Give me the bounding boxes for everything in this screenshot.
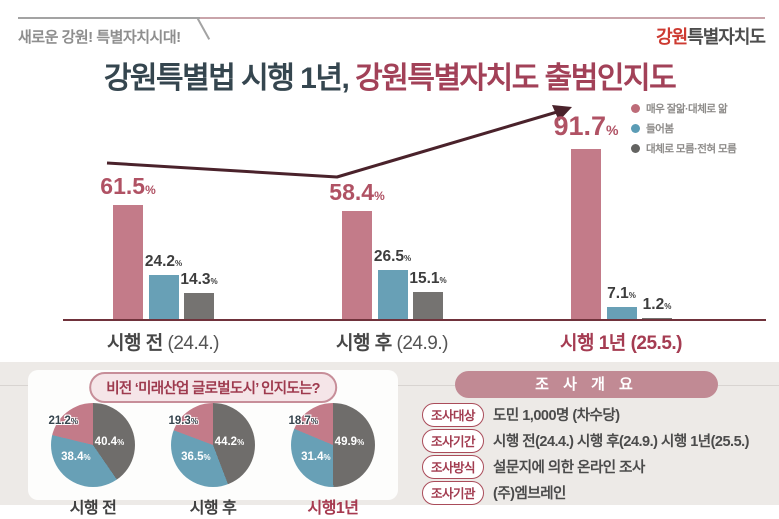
bar-value-label: 7.1%: [607, 284, 636, 302]
legend-label: 매우 잘앎·대체로 앎: [646, 103, 728, 115]
header-line-diagonal: [196, 17, 211, 40]
gangwon-logo: 강원특별자치도: [656, 23, 766, 49]
chart-baseline: [63, 319, 766, 321]
pie-charts: 40.4% 38.4% 21.2% 시행 전 44.2% 36.5% 19.3% 시행 후 49…: [36, 403, 390, 518]
bar-blue: [148, 274, 179, 320]
survey-row-label: 조사기간: [422, 428, 485, 453]
bar-red: [342, 210, 372, 320]
survey-row-label: 조사기관: [422, 480, 485, 505]
bar-gray: [413, 291, 443, 320]
survey-row-label: 조사대상: [422, 402, 485, 427]
header-line-right: [200, 17, 765, 19]
header-line-left: [18, 17, 200, 19]
pie-slice-label: 38.4%: [61, 450, 91, 463]
divider-line-right: [716, 385, 779, 386]
bar-value-label: 58.4%: [329, 178, 385, 205]
survey-row-value: 도민 1,000명 (차수당): [493, 408, 620, 424]
bar-value-label: 14.3%: [180, 271, 218, 289]
bar-value-label: 15.1%: [409, 269, 447, 287]
bar-gray: [184, 293, 214, 320]
bar-value-label: 91.7%: [553, 110, 619, 141]
pie-slice-label: 44.2%: [214, 435, 245, 448]
pie-slice-label: 36.5%: [181, 450, 211, 463]
category-label: 시행 후 (24.9.): [336, 333, 448, 354]
bar-red: [571, 148, 601, 320]
pie-category-label: 시행 전: [69, 500, 117, 517]
page-title: 강원특별법 시행 1년, 강원특별자치도 출범인지도: [0, 53, 779, 97]
survey-row: 조사대상 도민 1,000명 (차수당): [422, 402, 749, 427]
bar-blue: [377, 270, 408, 320]
bar-gray: [642, 317, 672, 320]
legend-item: 대체로 모름·전혀 모름: [631, 141, 737, 156]
slogan-text: 새로운 강원! 특별자치시대!: [18, 29, 181, 46]
legend-item: 들어봄: [631, 121, 736, 136]
logo-accent-text: 강원: [656, 27, 688, 47]
pie-category-label: 시행1년: [307, 500, 359, 517]
survey-row: 조사기관 (주)엠브레인: [422, 480, 749, 505]
bar-value-label: 61.5%: [100, 172, 156, 199]
bar-value-label: 26.5%: [373, 248, 412, 266]
legend-label: 대체로 모름·전혀 모름: [646, 143, 737, 155]
legend-color-dot: [631, 124, 640, 133]
pie-slice-label: 18.7%: [288, 415, 318, 428]
survey-row-value: 시행 전(24.4.) 시행 후(24.9.) 시행 1년(25.5.): [493, 434, 750, 450]
legend-item: 매우 잘앎·대체로 앎: [631, 101, 736, 116]
survey-title-badge: 조 사 개 요: [455, 371, 718, 398]
bar-value-label: 24.2%: [144, 252, 183, 270]
legend-label: 들어봄: [646, 123, 674, 135]
survey-row: 조사기간 시행 전(24.4.) 시행 후(24.9.) 시행 1년(25.5.): [422, 428, 750, 453]
vision-title-badge: 비전 ‘미래산업 글로벌도시’ 인지도는?: [89, 372, 337, 403]
pie-category-label: 시행 후: [189, 500, 237, 517]
pie-chart: 49.9% 31.4% 18.7% 시행1년: [276, 403, 390, 518]
pie-graphic: 44.2% 36.5% 19.3%: [168, 403, 255, 487]
pie-slice-label: 21.2%: [48, 415, 78, 428]
pie-graphic: 40.4% 38.4% 21.2%: [48, 403, 135, 487]
title-part-dark: 강원특별법 시행 1년,: [103, 62, 356, 95]
pie-slice-label: 19.3%: [168, 415, 198, 428]
pie-slice-label: 31.4%: [301, 450, 331, 463]
survey-row: 조사방식 설문지에 의한 온라인 조사: [422, 454, 749, 479]
pie-chart: 40.4% 38.4% 21.2% 시행 전: [36, 403, 150, 518]
pie-chart: 44.2% 36.5% 19.3% 시행 후: [156, 403, 270, 518]
pie-graphic: 49.9% 31.4% 18.7%: [288, 403, 375, 487]
category-label: 시행 전 (24.4.): [107, 333, 219, 354]
vision-card: 비전 ‘미래산업 글로벌도시’ 인지도는? 40.4% 38.4% 21.2% 시행 …: [28, 370, 398, 517]
title-part-red: 강원특별자치도 출범인지도: [355, 62, 677, 95]
bar-red: [113, 204, 143, 320]
survey-row-value: 설문지에 의한 온라인 조사: [493, 460, 645, 476]
logo-rest-text: 특별자치도: [687, 27, 766, 47]
legend-color-dot: [631, 144, 640, 153]
bar-blue: [606, 306, 637, 320]
pie-slice-label: 40.4%: [94, 435, 125, 448]
survey-row-value: (주)엠브레인: [493, 486, 566, 502]
survey-overview-list: 조사대상 도민 1,000명 (차수당) 조사기간 시행 전(24.4.) 시행 후(…: [422, 402, 750, 505]
category-label: 시행 1년 (25.5.): [560, 333, 683, 354]
survey-row-label: 조사방식: [422, 454, 485, 479]
legend-color-dot: [631, 104, 640, 113]
bar-value-label: 1.2%: [642, 295, 672, 313]
pie-slice-label: 49.9%: [334, 435, 365, 448]
